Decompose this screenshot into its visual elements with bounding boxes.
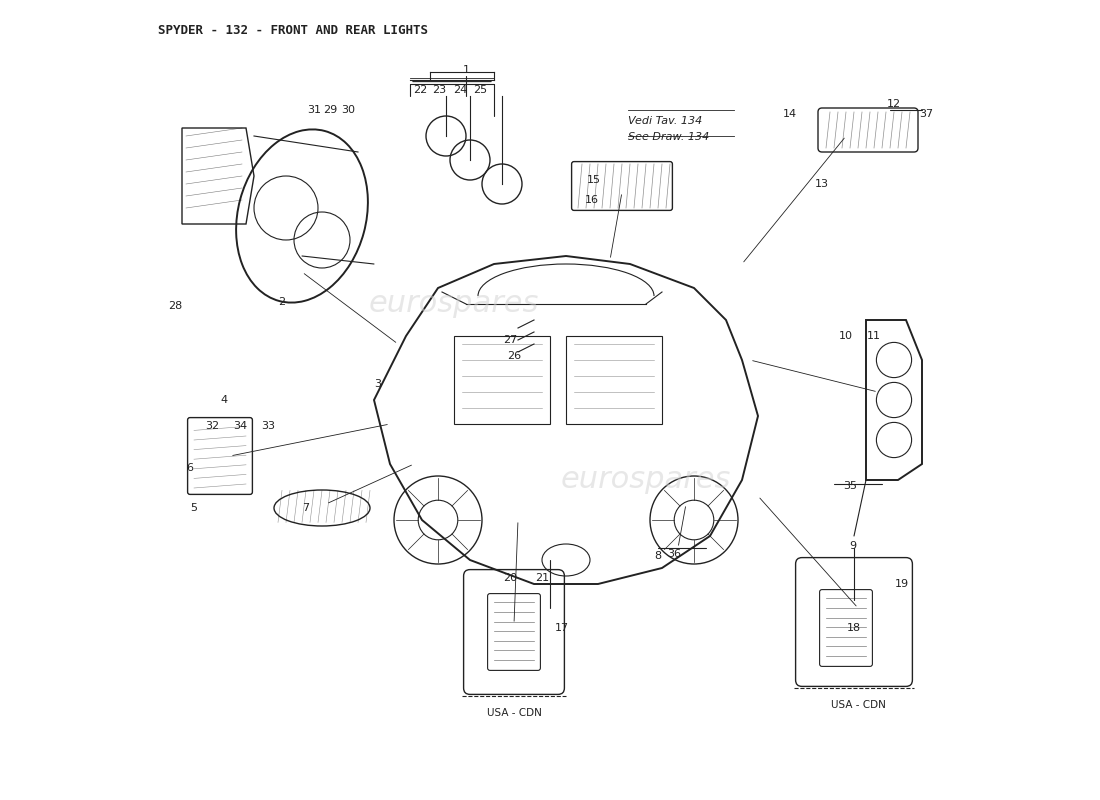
Text: 2: 2 [278,298,286,307]
Text: 12: 12 [887,99,901,109]
Text: 1: 1 [462,66,470,75]
Text: 27: 27 [503,335,517,345]
Text: 11: 11 [867,331,881,341]
Text: USA - CDN: USA - CDN [830,700,886,710]
Text: 25: 25 [473,85,487,94]
Text: 30: 30 [341,106,355,115]
Text: 4: 4 [220,395,228,405]
Text: 20: 20 [503,573,517,582]
Text: eurospares: eurospares [561,466,732,494]
Text: 36: 36 [667,549,681,558]
Text: 10: 10 [839,331,853,341]
Text: 19: 19 [895,579,909,589]
Text: 26: 26 [507,351,521,361]
Text: 18: 18 [847,623,861,633]
Text: 9: 9 [849,541,856,550]
Text: 35: 35 [843,482,857,491]
Text: 28: 28 [168,301,183,310]
Text: 13: 13 [815,179,829,189]
Text: 21: 21 [535,573,549,582]
Text: Vedi Tav. 134: Vedi Tav. 134 [628,116,703,126]
Text: 6: 6 [187,463,194,473]
Text: SPYDER - 132 - FRONT AND REAR LIGHTS: SPYDER - 132 - FRONT AND REAR LIGHTS [158,24,428,37]
Text: 15: 15 [587,175,601,185]
Text: 3: 3 [374,379,382,389]
Text: 17: 17 [554,623,569,633]
Text: See Draw. 134: See Draw. 134 [628,132,710,142]
Text: 14: 14 [783,109,798,118]
Text: 7: 7 [302,503,309,513]
Text: 5: 5 [190,503,198,513]
Text: 23: 23 [432,85,447,94]
Text: eurospares: eurospares [368,290,539,318]
Text: 16: 16 [584,195,598,205]
Text: 31: 31 [307,106,321,115]
Text: 8: 8 [654,551,661,561]
Text: 22: 22 [414,85,428,94]
Text: 29: 29 [323,106,337,115]
Text: 37: 37 [918,109,933,118]
Text: USA - CDN: USA - CDN [486,708,541,718]
Text: 32: 32 [206,421,220,430]
Text: 34: 34 [233,421,248,430]
Text: 33: 33 [262,421,275,430]
Text: 24: 24 [453,85,468,94]
